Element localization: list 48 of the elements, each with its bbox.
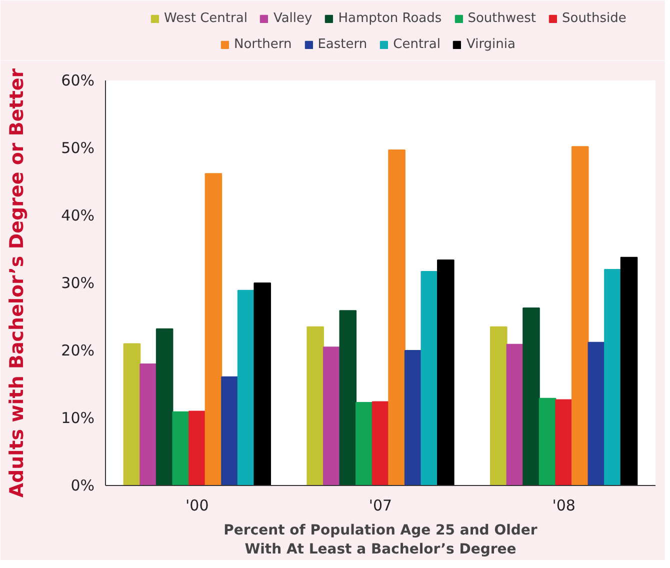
legend-label: Valley [273, 10, 312, 26]
bar [437, 260, 454, 486]
bar [604, 269, 622, 486]
x-tick-label: '07 [368, 496, 392, 514]
y-tick-label: 20% [61, 342, 95, 360]
bar [522, 307, 540, 486]
legend-label: Southwest [468, 10, 536, 26]
y-tick-label: 50% [61, 139, 95, 157]
legend-label: Central [393, 36, 440, 52]
y-tick-label: 40% [61, 206, 95, 224]
bar [123, 343, 141, 486]
bar [490, 326, 508, 486]
bar [506, 344, 524, 486]
x-tick-label: '00 [186, 496, 209, 514]
bar [620, 256, 638, 486]
bar [571, 146, 589, 486]
bar [388, 150, 406, 486]
bar [555, 399, 572, 486]
bar [254, 282, 271, 486]
legend-label: Northern [234, 36, 292, 52]
legend-label: Southside [562, 10, 626, 26]
bar [356, 402, 373, 486]
bar [172, 411, 190, 486]
bar [404, 350, 422, 486]
legend-label: West Central [164, 10, 248, 26]
bar [204, 173, 222, 486]
bar [420, 271, 438, 486]
x-axis-title: Percent of Population Age 25 and Older With At Least a Bachelor’s Degree [224, 522, 538, 558]
bar [372, 401, 390, 486]
bar [538, 398, 556, 486]
bar [188, 410, 206, 486]
y-tick-label: 0% [70, 476, 94, 494]
bar [588, 342, 606, 486]
bar [306, 326, 324, 486]
legend-label: Hampton Roads [338, 10, 442, 26]
bar [140, 364, 157, 486]
bar [221, 376, 238, 486]
legend-label: Virginia [466, 36, 516, 52]
x-tick-label: '08 [552, 496, 576, 514]
y-tick-label: 30% [61, 274, 95, 292]
bar [237, 290, 255, 486]
y-tick-label: 10% [61, 409, 95, 427]
bar [339, 310, 357, 486]
y-axis-title: Adults with Bachelor’s Degree or Better [6, 68, 28, 498]
legend-label: Eastern [318, 36, 368, 52]
bar [322, 346, 340, 486]
y-tick-label: 60% [61, 72, 95, 90]
bar [156, 328, 174, 486]
